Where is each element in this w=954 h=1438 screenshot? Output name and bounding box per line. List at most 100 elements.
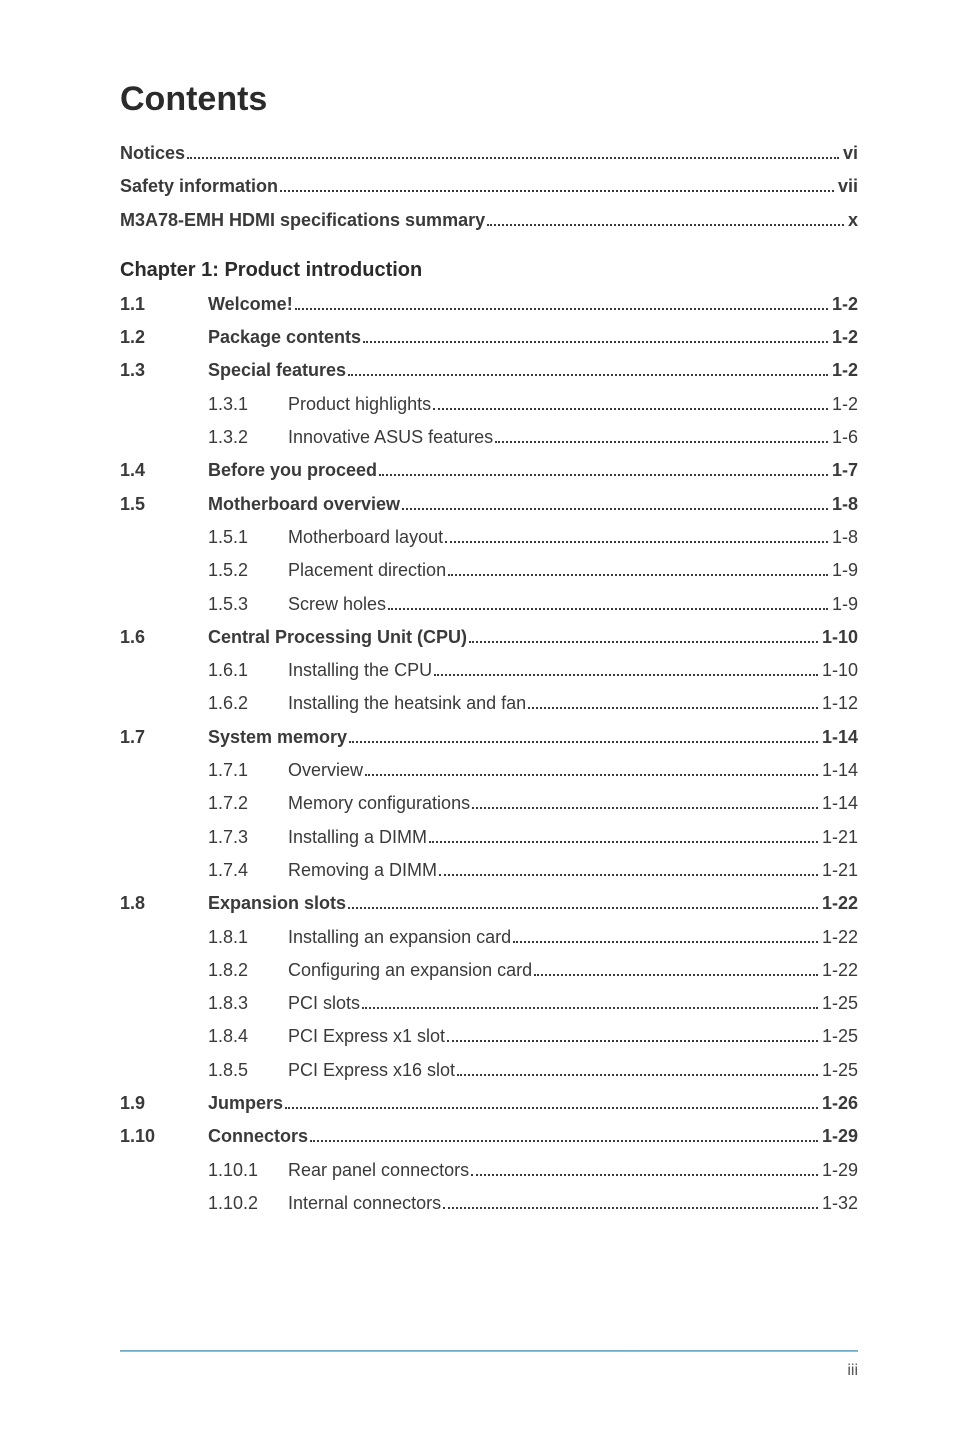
toc-subsection-number: 1.8.3: [208, 987, 288, 1020]
front-matter-list: Notices viSafety informationviiM3A78-EMH …: [120, 137, 858, 237]
toc-label: Central Processing Unit (CPU): [208, 621, 467, 654]
toc-label: PCI Express x1 slot: [288, 1020, 445, 1053]
toc-page: vi: [841, 137, 858, 170]
toc-subrow: 1.7.2Memory configurations1-14: [120, 787, 858, 820]
toc-subsection-number: 1.10.1: [208, 1154, 288, 1187]
toc-subsection-number: 1.8.4: [208, 1020, 288, 1053]
toc-label: Before you proceed: [208, 454, 377, 487]
toc-section-number: 1.4: [120, 454, 208, 487]
toc-row: 1.7System memory 1-14: [120, 721, 858, 754]
toc-page: 1-6: [830, 421, 858, 454]
toc-label: Internal connectors: [288, 1187, 441, 1220]
toc-section-number: 1.3: [120, 354, 208, 387]
toc-section-number: 1.5: [120, 488, 208, 521]
toc-label: Motherboard overview: [208, 488, 400, 521]
toc-page: 1-10: [820, 621, 858, 654]
toc-subrow: 1.6.1Installing the CPU1-10: [120, 654, 858, 687]
toc-subrow: 1.7.1Overview1-14: [120, 754, 858, 787]
toc-label: Welcome!: [208, 288, 293, 321]
toc-subrow: 1.5.1Motherboard layout1-8: [120, 521, 858, 554]
toc-page: 1-2: [830, 388, 858, 421]
toc-leader-dots: [388, 608, 828, 610]
toc-subsection-number: 1.6.2: [208, 687, 288, 720]
toc-leader-dots: [295, 308, 828, 310]
toc-row: Notices vi: [120, 137, 858, 170]
toc-subsection-number: 1.5.3: [208, 588, 288, 621]
toc-page: 1-22: [820, 954, 858, 987]
toc-subsection-number: 1.8.1: [208, 921, 288, 954]
toc-label: Removing a DIMM: [288, 854, 437, 887]
toc-page: 1-2: [830, 321, 858, 354]
toc-row: 1.4Before you proceed 1-7: [120, 454, 858, 487]
toc-section-number: 1.2: [120, 321, 208, 354]
toc-subrow: 1.5.2Placement direction1-9: [120, 554, 858, 587]
toc-page: 1-14: [820, 721, 858, 754]
toc-subsection-number: 1.7.2: [208, 787, 288, 820]
toc-page: 1-8: [830, 488, 858, 521]
toc-leader-dots: [348, 374, 828, 376]
toc-subrow: 1.8.3PCI slots 1-25: [120, 987, 858, 1020]
toc-page: 1-7: [830, 454, 858, 487]
toc-subrow: 1.8.1Installing an expansion card1-22: [120, 921, 858, 954]
toc-row: Safety informationvii: [120, 170, 858, 203]
toc-row: 1.6Central Processing Unit (CPU) 1-10: [120, 621, 858, 654]
toc-section-number: 1.10: [120, 1120, 208, 1153]
toc-label: Installing an expansion card: [288, 921, 511, 954]
toc-row: 1.2Package contents1-2: [120, 321, 858, 354]
toc-leader-dots: [495, 441, 828, 443]
toc-leader-dots: [402, 508, 828, 510]
toc-section-number: 1.6: [120, 621, 208, 654]
toc-leader-dots: [434, 674, 818, 676]
toc-label: M3A78-EMH HDMI specifications summary: [120, 204, 485, 237]
toc-subsection-number: 1.10.2: [208, 1187, 288, 1220]
page-title: Contents: [120, 80, 858, 119]
toc-row: 1.1Welcome!1-2: [120, 288, 858, 321]
toc-label: Jumpers: [208, 1087, 283, 1120]
toc-label: PCI Express x16 slot: [288, 1054, 455, 1087]
toc-leader-dots: [487, 224, 844, 226]
toc-label: Installing a DIMM: [288, 821, 427, 854]
toc-leader-dots: [534, 974, 818, 976]
toc-label: Expansion slots: [208, 887, 346, 920]
toc-page: 1-8: [830, 521, 858, 554]
toc-leader-dots: [445, 541, 828, 543]
toc-page: 1-21: [820, 854, 858, 887]
chapter-heading: Chapter 1: Product introduction: [120, 259, 858, 282]
toc-subrow: 1.6.2Installing the heatsink and fan1-12: [120, 687, 858, 720]
toc-subrow: 1.10.2Internal connectors 1-32: [120, 1187, 858, 1220]
toc-page: 1-25: [820, 987, 858, 1020]
toc-leader-dots: [349, 741, 818, 743]
page-footer: iii: [120, 1350, 858, 1380]
toc-leader-dots: [280, 190, 834, 192]
toc-label: PCI slots: [288, 987, 360, 1020]
toc-label: Installing the CPU: [288, 654, 432, 687]
toc-row: 1.8Expansion slots1-22: [120, 887, 858, 920]
toc-page: 1-2: [830, 288, 858, 321]
toc-label: Motherboard layout: [288, 521, 443, 554]
toc-leader-dots: [443, 1207, 818, 1209]
toc-leader-dots: [362, 1007, 818, 1009]
toc-page: 1-14: [820, 754, 858, 787]
toc-page: 1-10: [820, 654, 858, 687]
footer-rule: [120, 1350, 858, 1352]
toc-subrow: 1.8.2Configuring an expansion card1-22: [120, 954, 858, 987]
toc-page: 1-32: [820, 1187, 858, 1220]
toc-subsection-number: 1.7.3: [208, 821, 288, 854]
toc-leader-dots: [310, 1140, 818, 1142]
toc-label: Rear panel connectors: [288, 1154, 469, 1187]
toc-label: Notices: [120, 137, 185, 170]
toc-page: 1-22: [820, 887, 858, 920]
toc-leader-dots: [348, 907, 818, 909]
toc-label: Safety information: [120, 170, 278, 203]
toc-label: Placement direction: [288, 554, 446, 587]
toc-page: 1-26: [820, 1087, 858, 1120]
toc-leader-dots: [187, 157, 839, 159]
toc-subrow: 1.3.1Product highlights1-2: [120, 388, 858, 421]
toc-label: Memory configurations: [288, 787, 470, 820]
toc-row: 1.3Special features1-2: [120, 354, 858, 387]
toc-section-number: 1.7: [120, 721, 208, 754]
toc-leader-dots: [363, 341, 828, 343]
toc-subsection-number: 1.7.4: [208, 854, 288, 887]
toc-label: System memory: [208, 721, 347, 754]
toc-label: Special features: [208, 354, 346, 387]
